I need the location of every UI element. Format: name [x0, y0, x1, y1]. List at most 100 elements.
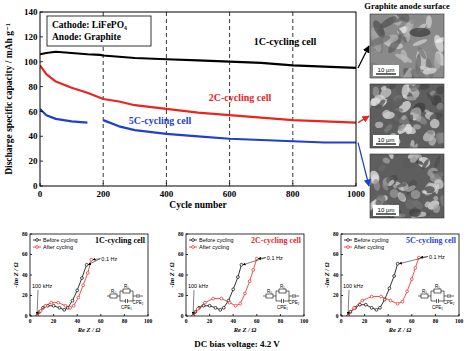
scale-bar-label: 10 μm	[378, 137, 395, 143]
y-tick	[30, 234, 32, 235]
sem-image	[370, 154, 444, 218]
frequency-arrow	[420, 257, 428, 258]
circuit-label: CPE₂	[444, 300, 455, 305]
sem-texture	[370, 33, 392, 48]
series-marker	[64, 304, 67, 307]
frequency-label: 0.1 Hz	[101, 256, 117, 262]
sem-texture	[432, 177, 444, 191]
circuit-wire	[431, 301, 437, 302]
sem-texture	[433, 154, 443, 168]
sem-texture	[370, 97, 382, 108]
series-marker	[44, 304, 47, 307]
sem-texture	[383, 123, 394, 134]
series-marker	[81, 277, 84, 280]
x-tick	[209, 314, 210, 316]
y-tick	[341, 254, 343, 255]
legend-marker	[347, 246, 350, 249]
sem-texture	[432, 204, 441, 214]
series-marker	[90, 258, 93, 261]
sem-frame	[370, 154, 444, 218]
x-tick	[280, 314, 281, 316]
info-box-frame	[47, 16, 151, 46]
circuit-label: CPE₂	[289, 300, 300, 305]
x-tick	[356, 183, 357, 186]
sem-texture	[421, 158, 430, 170]
circuit-wire	[139, 296, 143, 297]
sem-texture	[370, 171, 374, 186]
panel-title: 2C-cycling cell	[251, 236, 302, 245]
circuit-wire	[120, 301, 126, 302]
series-marker	[58, 306, 61, 309]
circuit-wire	[276, 291, 277, 301]
x-axis-label: Re Z / Ω	[233, 326, 257, 333]
sem-texture	[405, 125, 418, 136]
circuit-label: R₁	[124, 284, 129, 289]
page: {"chart_data": [ {"type": "line", "annot…	[0, 0, 474, 351]
series-line	[348, 264, 398, 316]
legend-line	[189, 247, 197, 248]
sem-texture	[381, 108, 392, 119]
frequency-arrow	[37, 290, 39, 315]
circuit-wire	[450, 296, 454, 297]
legend-line	[33, 247, 41, 248]
x-tick-label: 400	[160, 189, 174, 199]
sem-texture	[375, 122, 384, 129]
sem-texture	[432, 195, 439, 202]
frequency-label: 0.1 Hz	[429, 254, 445, 260]
pointer-arrow	[358, 116, 369, 123]
circuit-wire	[448, 294, 449, 298]
circuit: R₀R₁CPE₁CPE₂	[107, 284, 144, 310]
frequency-label: 100 kHz	[343, 283, 363, 289]
sem-texture	[422, 190, 427, 194]
series-marker	[380, 295, 383, 298]
sem-frame	[370, 14, 444, 78]
y-tick-label: 80	[22, 231, 28, 237]
series-marker	[410, 278, 413, 281]
y-tick-label: 20	[22, 292, 28, 298]
series-marker	[237, 276, 240, 279]
sem-texture	[409, 84, 422, 94]
series-marker	[196, 307, 199, 310]
series-marker	[388, 287, 391, 290]
y-tick-label: 140	[24, 7, 38, 17]
series-marker	[39, 309, 42, 312]
sem-texture	[412, 38, 428, 47]
y-tick-label: 0	[181, 313, 184, 319]
y-tick	[341, 295, 343, 296]
sem-texture	[398, 193, 405, 201]
x-tick-label: 20	[207, 318, 213, 324]
sem-texture	[390, 14, 412, 25]
circuit-label: R₀	[422, 289, 427, 294]
y-tick-label: 40	[178, 272, 184, 278]
circuit-wire	[418, 296, 421, 297]
y-tick-label: 100	[24, 57, 38, 67]
x-tick-label: 80	[278, 318, 284, 324]
circuit-wire	[436, 299, 437, 303]
sem-texture	[432, 34, 444, 54]
series-marker	[255, 257, 258, 260]
y-tick-label: 0	[33, 181, 38, 191]
series-label: 2C-cycling cell	[209, 92, 272, 103]
panel-title: 1C-cycling cell	[95, 236, 146, 245]
circuit-wire	[444, 296, 448, 297]
sem-texture	[427, 129, 434, 135]
sem-texture	[387, 179, 395, 187]
circuit: R₀R₁CPE₁CPE₂	[263, 284, 300, 310]
scale-bar-box	[373, 205, 399, 216]
series-marker	[248, 280, 251, 283]
x-tick	[229, 183, 230, 186]
y-tick	[186, 254, 188, 255]
sem-texture	[435, 102, 444, 111]
sem-title: Graphite anode surface	[364, 1, 450, 11]
legend-label: Before cycling	[199, 237, 234, 243]
series-line	[37, 265, 87, 316]
circuit-wire	[431, 291, 432, 301]
x-axis-label: Re Z / Ω	[388, 326, 412, 333]
sem-texture	[436, 102, 444, 112]
series-label: 1C-cycling cell	[254, 36, 317, 47]
x-tick-label: 800	[286, 189, 300, 199]
y-tick-label: 40	[29, 131, 39, 141]
circuit-wire	[273, 296, 276, 297]
series-marker	[50, 301, 53, 304]
x-tick	[103, 183, 104, 186]
